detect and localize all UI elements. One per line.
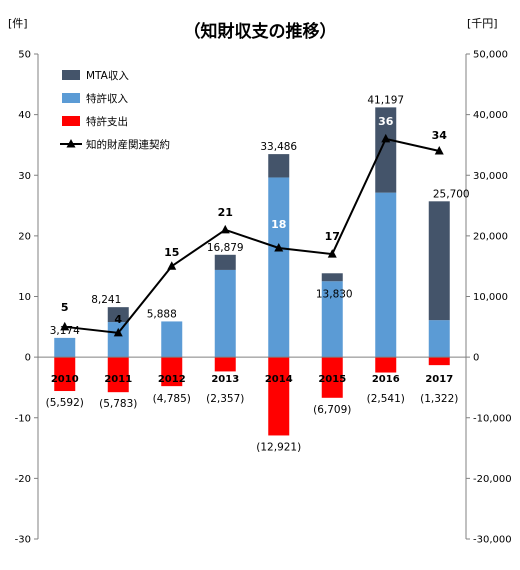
bar-patent-income: [214, 269, 236, 358]
contracts-label: 18: [271, 218, 286, 231]
income-total-label: 8,241: [91, 294, 121, 306]
income-total-label: 33,486: [260, 141, 297, 153]
expense-label: (1,322): [420, 393, 458, 405]
bar-mta-income: [107, 307, 129, 323]
expense-label: (2,357): [206, 393, 244, 405]
category-label: 2016: [372, 374, 400, 385]
contracts-point: [274, 243, 284, 252]
bar-patent-income: [428, 320, 450, 358]
left-tick-label: 30: [18, 171, 31, 182]
bar-patent-expense: [268, 357, 290, 436]
bar-patent-expense: [214, 357, 236, 372]
left-tick-label: -10: [15, 413, 31, 424]
expense-label: (2,541): [367, 393, 405, 405]
left-tick-label: 0: [25, 353, 31, 364]
bar-mta-income: [268, 154, 290, 178]
contracts-label: 17: [325, 230, 340, 243]
left-tick-label: -20: [15, 474, 31, 485]
legend-patent-income-label: 特許収入: [86, 92, 128, 105]
legend-contracts-label: 知的財産関連契約: [86, 138, 170, 151]
income-total-label: 13,830: [316, 288, 353, 300]
right-tick-label: -30,000: [473, 535, 512, 546]
left-tick-label: -30: [15, 535, 31, 546]
left-tick-label: 10: [18, 292, 31, 303]
legend-mta-label: MTA収入: [86, 70, 129, 82]
right-tick-label: 40,000: [473, 110, 508, 121]
right-tick-label: -10,000: [473, 413, 512, 424]
right-tick-label: 0: [473, 353, 479, 364]
right-tick-label: -20,000: [473, 474, 512, 485]
category-label: 2014: [265, 374, 293, 385]
right-axis-unit: [千円]: [467, 17, 498, 30]
left-tick-label: 50: [18, 50, 31, 61]
bar-patent-income: [268, 177, 290, 358]
legend-patent-income-swatch: [62, 93, 80, 103]
contracts-label: 21: [218, 206, 233, 219]
category-label: 2011: [104, 374, 132, 385]
contracts-label: 36: [378, 115, 394, 128]
right-tick-label: 50,000: [473, 50, 508, 61]
contracts-point: [220, 224, 230, 234]
income-total-label: 41,197: [367, 94, 404, 106]
contracts-point: [327, 249, 337, 258]
bar-mta-income: [214, 254, 236, 270]
bar-patent-income: [321, 281, 343, 358]
contracts-line: [64, 137, 440, 334]
expense-label: (12,921): [256, 441, 301, 453]
bar-patent-expense: [321, 357, 343, 398]
bar-mta-income: [375, 107, 397, 193]
expense-label: (5,783): [99, 398, 137, 410]
left-tick-label: 20: [18, 231, 31, 242]
expense-label: (6,709): [313, 404, 351, 416]
contracts-point: [113, 327, 123, 337]
contracts-label: 4: [114, 313, 122, 326]
expense-label: (4,785): [153, 393, 191, 405]
right-tick-label: 30,000: [473, 171, 508, 182]
left-tick-label: 40: [18, 110, 31, 121]
plot-area: -30-20-1001020304050-30,000-20,000-10,00…: [15, 50, 512, 546]
income-total-label: 25,700: [433, 188, 470, 200]
contracts-point: [381, 133, 391, 143]
bar-patent-income: [375, 192, 397, 358]
category-label: 2010: [51, 374, 79, 385]
right-tick-label: 20,000: [473, 231, 508, 242]
bar-patent-income: [107, 322, 129, 358]
left-axis-unit: [件]: [8, 17, 28, 30]
chart-title: （知財収支の推移）: [184, 21, 337, 42]
income-total-label: 16,879: [207, 242, 244, 254]
contracts-label: 34: [432, 129, 448, 142]
legend-patent-expense-swatch: [62, 116, 80, 126]
contracts-label: 5: [61, 301, 69, 314]
income-total-label: 5,888: [147, 308, 177, 320]
category-label: 2012: [158, 374, 186, 385]
right-tick-label: 10,000: [473, 292, 508, 303]
legend-mta-swatch: [62, 70, 80, 80]
bar-patent-expense: [54, 357, 76, 392]
contracts-point: [167, 261, 177, 270]
contracts-point: [60, 321, 70, 331]
legend-contracts-marker: [66, 139, 76, 148]
category-label: 2017: [425, 374, 453, 385]
category-label: 2013: [211, 374, 239, 385]
bar-patent-expense: [428, 357, 450, 366]
contracts-label: 15: [164, 246, 179, 259]
bar-patent-expense: [161, 357, 183, 387]
bar-patent-expense: [375, 357, 397, 373]
bar-patent-expense: [107, 357, 129, 393]
contracts-point: [434, 146, 444, 155]
bar-mta-income: [428, 201, 450, 321]
category-label: 2015: [318, 374, 346, 385]
bar-patent-income: [54, 337, 76, 358]
bar-mta-income: [321, 273, 343, 282]
bar-patent-income: [161, 321, 183, 358]
expense-label: (5,592): [46, 397, 84, 409]
legend-patent-expense-label: 特許支出: [86, 115, 128, 128]
